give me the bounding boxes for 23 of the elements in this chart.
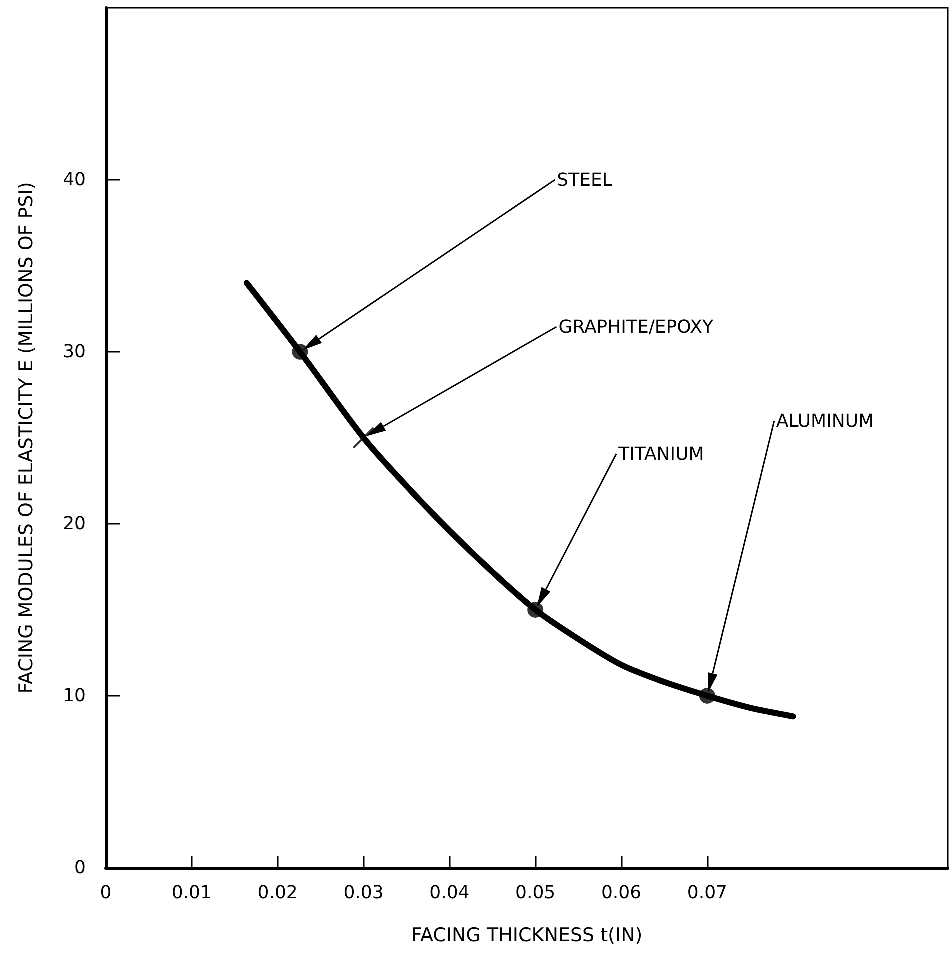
annotation: GRAPHITE/EPOXY	[558, 317, 714, 338]
x-tick-label: 0.05	[516, 882, 556, 904]
x-axis-title: FACING THICKNESS t(IN)	[411, 924, 643, 946]
y-tick-label: 30	[63, 342, 86, 362]
point	[292, 344, 308, 360]
x-tick-label: 0	[100, 882, 112, 904]
x-tick-label: 0.03	[344, 882, 384, 904]
y-tick-label: 40	[63, 170, 86, 190]
point	[528, 602, 544, 618]
x-tick-label: 0.01	[172, 882, 212, 904]
y-tick-label: 0	[74, 858, 86, 878]
x-tick-label: 0.06	[601, 882, 642, 904]
y-tick-label: 20	[63, 514, 86, 534]
x-tick-label: 0.02	[258, 882, 298, 904]
annotation: TITANIUM	[618, 444, 704, 465]
point	[699, 688, 716, 704]
point	[352, 427, 375, 449]
y-tick-label: 10	[63, 686, 86, 706]
x-tick-label: 0.04	[430, 882, 470, 904]
annotation: ALUMINUM	[776, 411, 874, 432]
annotation: STEEL	[557, 170, 612, 191]
x-tick-label: 0.07	[687, 882, 728, 904]
y-axis-title: FACING MODULES OF ELASTICITY E (MILLIONS OF PSI)	[16, 182, 38, 694]
